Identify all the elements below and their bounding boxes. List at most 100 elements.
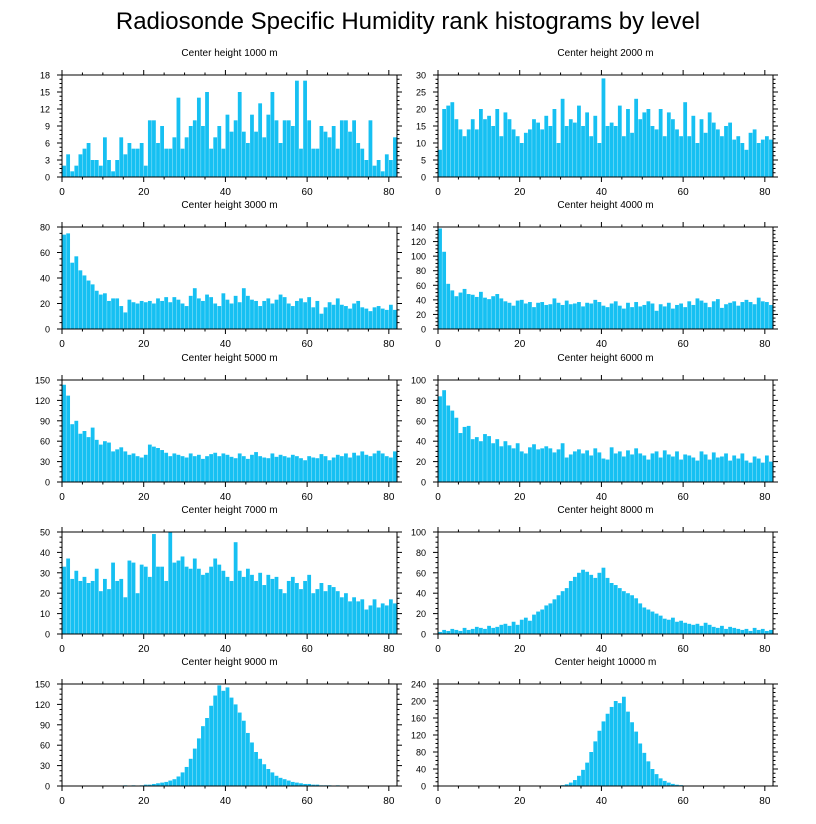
histogram-bar (303, 580, 307, 634)
histogram-bar (311, 457, 316, 482)
histogram-bar (147, 300, 152, 329)
histogram-bar (66, 558, 71, 634)
histogram-bar (364, 160, 369, 177)
histogram-bar (519, 299, 524, 329)
histogram-bar (605, 126, 610, 177)
histogram-bar (613, 585, 618, 634)
histogram-bar (164, 580, 169, 634)
histogram-bar (327, 460, 332, 482)
histogram-bar (344, 453, 348, 482)
histogram-bar (180, 456, 185, 482)
histogram-bar (666, 619, 671, 634)
histogram-bar (507, 445, 512, 482)
histogram-bar (152, 534, 156, 634)
histogram-bar (262, 764, 267, 786)
histogram-bar (532, 614, 536, 634)
y-tick-label: 20 (40, 299, 50, 309)
histogram-bar (290, 576, 295, 634)
histogram-bar (323, 307, 328, 329)
histogram-bar (315, 300, 320, 329)
histogram-bar (523, 303, 528, 329)
histogram-bar (711, 301, 716, 329)
histogram-bar (335, 148, 340, 177)
histogram-bar (103, 293, 107, 329)
histogram-bar (638, 743, 643, 786)
histogram-bar (703, 132, 708, 177)
histogram-bar (66, 233, 71, 330)
x-tick-label: 0 (435, 339, 441, 350)
histogram-bar (728, 122, 732, 177)
histogram-bar (303, 80, 307, 177)
histogram-panel: Center height 10000 m 0 20 40 60 80 0 40 80 120 16… (411, 657, 778, 807)
x-tick-label: 40 (220, 644, 232, 655)
y-tick-label: 18 (40, 71, 50, 81)
histogram-bar (589, 303, 594, 329)
histogram-bar (90, 160, 95, 177)
histogram-bar (217, 685, 222, 786)
histogram-bar (78, 270, 83, 329)
histogram-bar (724, 453, 728, 482)
histogram-bar (703, 302, 708, 329)
y-tick-label: 9 (45, 122, 50, 132)
histogram-bar (515, 624, 520, 634)
histogram-bar (290, 454, 295, 482)
histogram-bar (192, 120, 197, 177)
histogram-bar (74, 165, 79, 177)
histogram-bar (577, 449, 581, 482)
histogram-bar (597, 730, 602, 786)
histogram-bar (188, 758, 193, 786)
histogram-bar (438, 396, 442, 482)
histogram-bar (519, 619, 524, 634)
histogram-bar (290, 306, 295, 329)
y-tick-label: 200 (411, 697, 426, 707)
histogram-bar (634, 448, 639, 482)
histogram-bar (495, 294, 500, 329)
histogram-bar (115, 298, 120, 329)
x-tick-label: 20 (138, 187, 150, 198)
histogram-bar (184, 766, 189, 786)
histogram-bar (143, 784, 148, 786)
histogram-bar (646, 459, 651, 482)
panel-title: Center height 6000 m (557, 353, 653, 364)
y-tick-label: 40 (40, 548, 50, 558)
histogram-bar (548, 304, 553, 329)
y-tick-label: 80 (416, 266, 426, 276)
histogram-bar (666, 112, 671, 177)
histogram-bar (119, 578, 124, 634)
histogram-bar (70, 424, 75, 482)
histogram-bar (769, 629, 773, 634)
histogram-bar (503, 301, 508, 329)
histogram-bar (732, 301, 737, 329)
histogram-bar (245, 143, 250, 177)
histogram-bar (196, 454, 201, 482)
histogram-bar (609, 122, 614, 177)
histogram-bar (225, 114, 230, 177)
histogram-bar (344, 306, 348, 329)
x-tick-label: 80 (759, 644, 771, 655)
histogram-bar (528, 302, 532, 329)
y-tick-label: 240 (411, 680, 426, 690)
histogram-bar (335, 298, 340, 329)
histogram-bar (601, 78, 606, 177)
histogram-bar (740, 453, 745, 482)
histogram-bar (176, 776, 181, 786)
histogram-bar (658, 304, 663, 329)
histogram-bar (205, 92, 209, 177)
histogram-bar (266, 458, 271, 482)
histogram-bar (724, 304, 728, 329)
y-tick-label: 80 (416, 748, 426, 758)
histogram-bar (675, 451, 679, 482)
histogram-bar (331, 126, 336, 177)
histogram-bar (662, 136, 667, 177)
histogram-bar (147, 576, 152, 634)
histogram-bar (634, 302, 639, 329)
histogram-bar (139, 300, 144, 329)
panel-title: Center height 10000 m (555, 657, 657, 668)
histogram-bar (552, 109, 557, 177)
histogram-bar (278, 777, 283, 786)
y-tick-label: 6 (45, 139, 50, 149)
histogram-bar (703, 622, 708, 634)
histogram-bar (103, 137, 107, 177)
y-tick-label: 60 (40, 437, 50, 447)
histogram-bar (172, 562, 177, 634)
